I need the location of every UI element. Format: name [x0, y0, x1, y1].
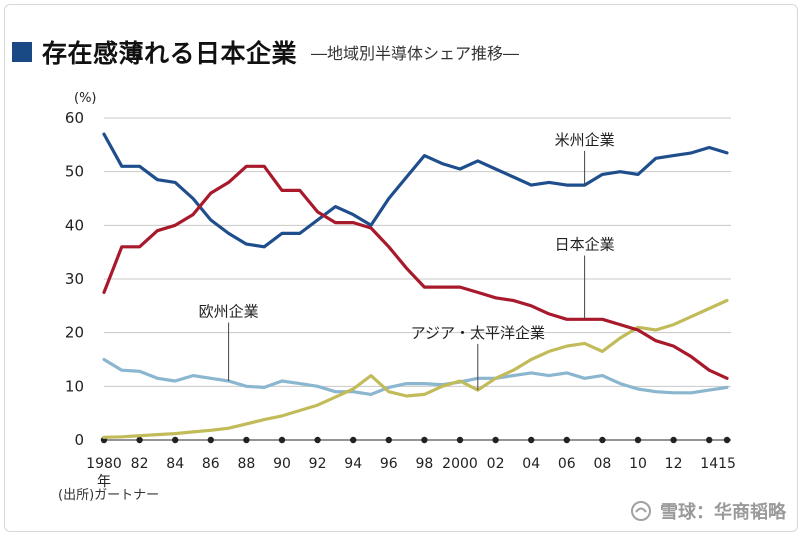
x-tick-label: 1980	[86, 456, 122, 472]
x-tick-label: 94	[344, 456, 362, 472]
snowball-icon	[631, 501, 651, 521]
x-tick-label: 08	[593, 456, 611, 472]
chart-frame	[4, 4, 798, 532]
x-tick-label: 10	[629, 456, 647, 472]
x-tick-label: 06	[558, 456, 576, 472]
series-label-us: 米州企業	[555, 131, 615, 149]
title-row: 存在感薄れる日本企業 ―地域別半導体シェア推移―	[12, 32, 519, 72]
y-tick-label: 0	[74, 431, 84, 449]
x-tick-marker	[243, 436, 250, 444]
x-year-suffix: 年	[97, 474, 111, 490]
series-label-asia: アジア・太平洋企業	[411, 324, 545, 342]
y-axis-label: (%)	[74, 91, 97, 106]
y-tick-label: 20	[65, 324, 84, 342]
x-tick-label: 90	[273, 456, 291, 472]
x-tick-marker	[634, 436, 642, 444]
x-tick-label: 12	[665, 456, 683, 472]
y-tick-label: 30	[65, 270, 84, 288]
x-tick-marker	[207, 436, 214, 444]
x-tick-marker	[528, 436, 535, 444]
x-tick-marker	[314, 436, 321, 444]
series-line-us	[102, 132, 729, 249]
x-tick-label: 98	[415, 456, 433, 472]
watermark-text: 雪球：华商韬略	[660, 502, 786, 523]
x-tick-label: 84	[166, 456, 184, 472]
x-tick-marker	[278, 436, 286, 444]
y-tick-label: 10	[65, 377, 84, 395]
x-tick-marker	[599, 436, 606, 444]
x-tick-label: 2000	[442, 456, 478, 472]
watermark: 雪球：华商韬略	[630, 498, 786, 524]
x-tick-label: 82	[131, 456, 149, 472]
x-tick-label: 92	[309, 456, 327, 472]
x-tick-marker	[385, 436, 392, 444]
x-tick-marker	[456, 436, 464, 444]
x-tick-marker	[421, 436, 428, 444]
x-tick-marker	[172, 436, 179, 444]
series-label-europe: 欧州企業	[199, 303, 259, 321]
x-tick-marker	[670, 436, 677, 444]
series-line-asia	[102, 298, 729, 439]
y-tick-label: 60	[65, 109, 84, 127]
x-tick-marker	[723, 436, 731, 444]
series-line-europe	[102, 357, 729, 396]
y-tick-label: 40	[65, 216, 84, 234]
x-tick-label: 02	[487, 456, 505, 472]
x-tick-label: 15	[718, 456, 736, 472]
x-tick-label: 86	[202, 456, 220, 472]
x-tick-marker	[350, 436, 357, 444]
x-tick-marker	[563, 436, 570, 444]
x-tick-marker	[136, 436, 143, 444]
x-tick-label: 14	[700, 456, 718, 472]
y-tick-label: 50	[65, 163, 84, 181]
chart-title: 存在感薄れる日本企業	[42, 39, 298, 68]
x-tick-marker	[492, 436, 499, 444]
x-tick-label: 88	[237, 456, 255, 472]
source-note: (出所)ガートナー	[58, 488, 160, 503]
x-tick-marker	[706, 436, 713, 444]
title-square-icon	[12, 42, 32, 62]
chart-subtitle: ―地域別半導体シェア推移―	[311, 44, 520, 63]
series-label-japan: 日本企業	[555, 235, 615, 253]
x-tick-label: 96	[380, 456, 398, 472]
x-tick-label: 04	[522, 456, 540, 472]
series-line-japan	[102, 164, 729, 380]
